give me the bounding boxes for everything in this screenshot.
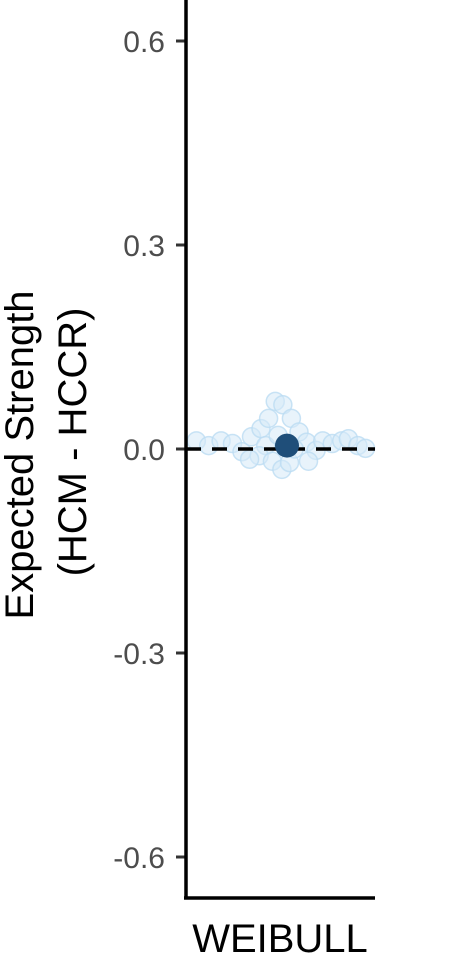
y-axis-title: Expected Strength (HCM - HCCR)	[0, 290, 95, 619]
mean-point	[275, 433, 299, 458]
y-tick-label: 0.3	[123, 230, 165, 263]
x-axis-labels: WEIBULL	[192, 917, 368, 961]
y-tick-label: 0.0	[123, 434, 165, 467]
y-axis-title-line-2: (HCM - HCCR)	[51, 308, 95, 577]
data-point	[298, 451, 319, 471]
plot-points	[186, 391, 376, 480]
y-tick-label: -0.6	[113, 842, 165, 875]
data-point	[258, 408, 279, 429]
y-tick-label: 0.6	[123, 26, 165, 59]
y-axis-ticks: -0.6 -0.3 0.0 0.3 0.6	[113, 26, 186, 875]
x-category-label: WEIBULL	[192, 917, 368, 961]
axes	[184, 0, 375, 900]
data-point	[239, 449, 260, 469]
y-axis-title-line-1: Expected Strength	[0, 290, 42, 619]
y-tick-label: -0.3	[113, 638, 165, 671]
mean-points	[275, 433, 299, 458]
